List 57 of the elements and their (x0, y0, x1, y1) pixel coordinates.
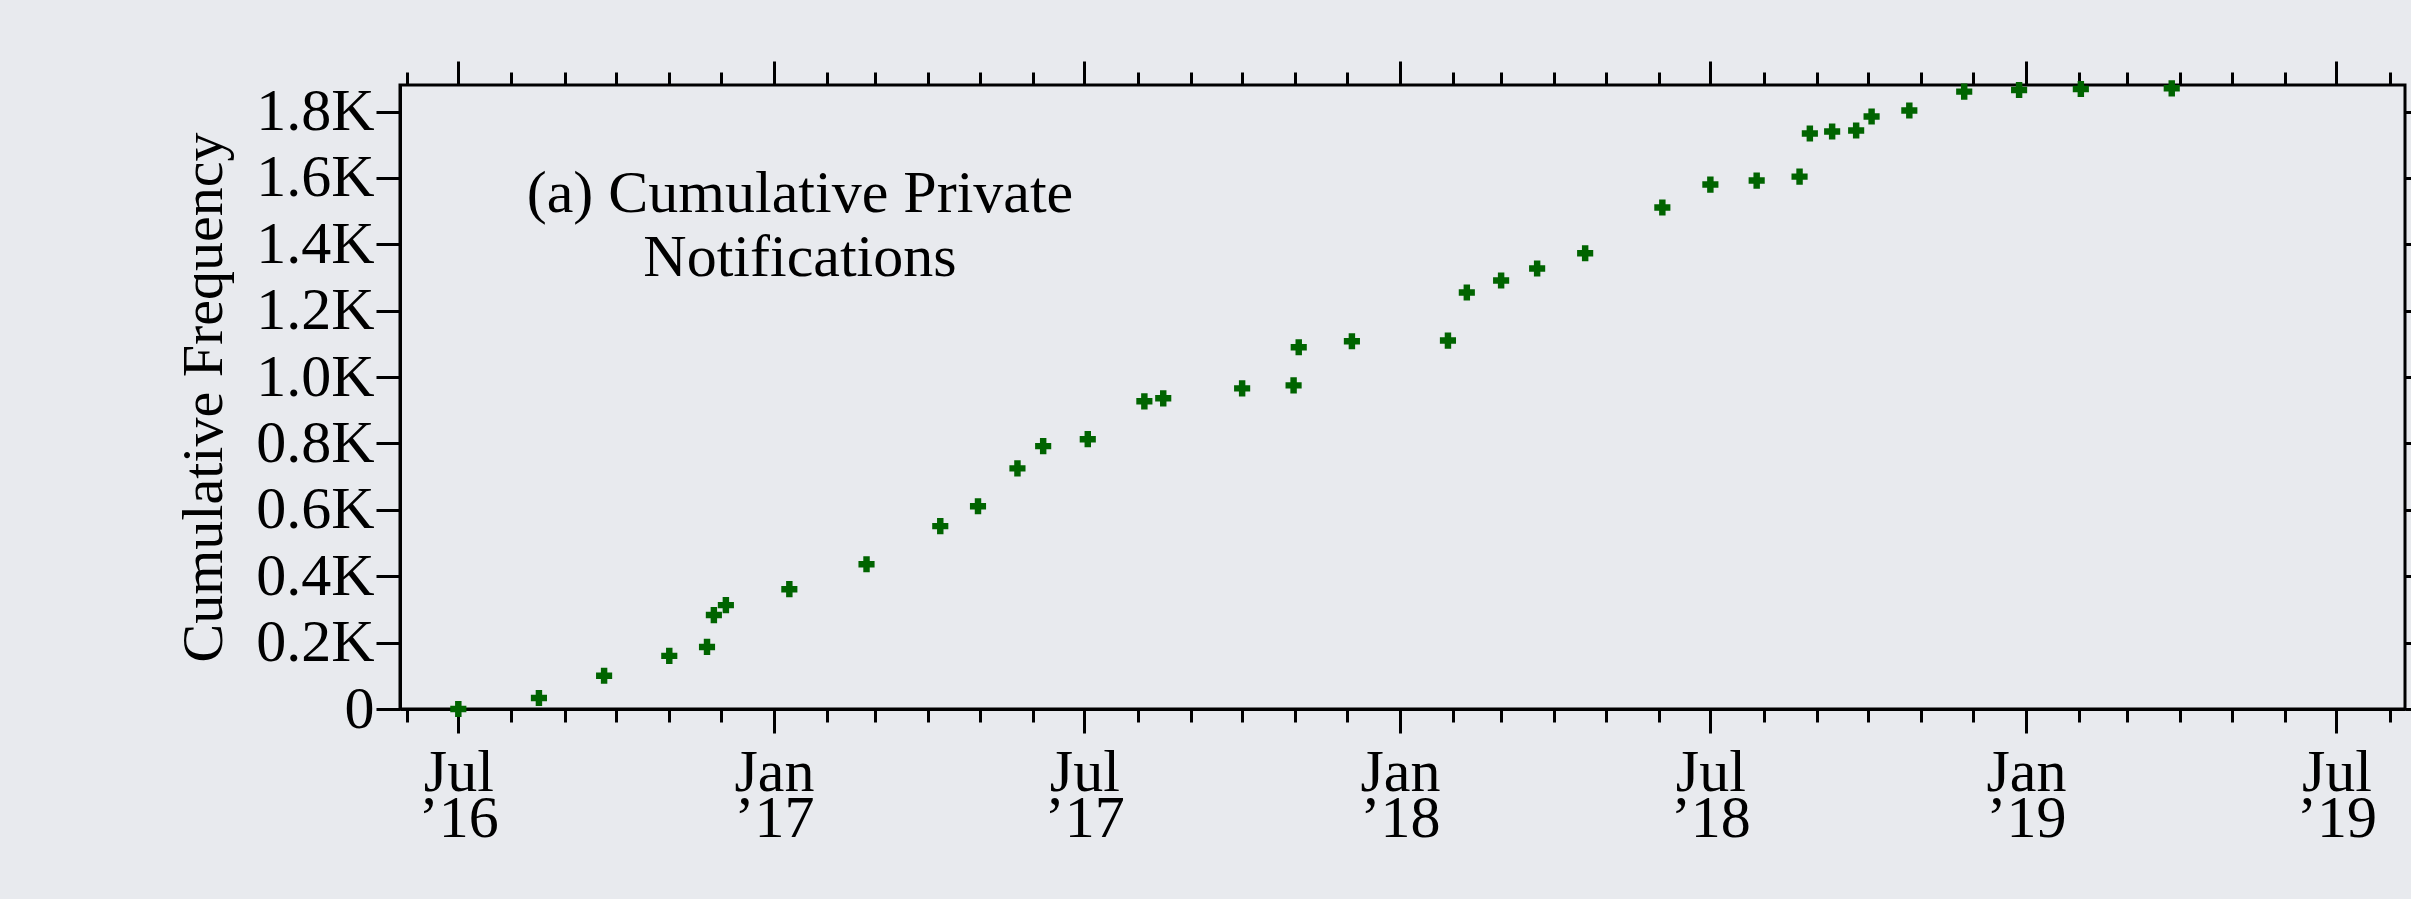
y-tick-label: 1.2K (256, 276, 375, 343)
y-tick-label: 1.0K (256, 342, 375, 409)
point (1458, 284, 1475, 301)
x-tick-label: Jul ’18 (1670, 737, 1751, 850)
point (2072, 80, 2089, 98)
point (1009, 460, 1026, 477)
y-tick-label: 1.8K (256, 77, 375, 144)
y-tick-label: 1.4K (256, 209, 375, 276)
point (1848, 122, 1865, 139)
point (1343, 333, 1360, 350)
point (1285, 377, 1302, 394)
point (1791, 168, 1808, 185)
y-tick-label: 1.6K (256, 143, 375, 210)
y-tick-label: 0.8K (256, 408, 375, 475)
y-axis-title: Cumulative Frequency (170, 132, 236, 663)
text: (a) Cumulative Private Notifications (526, 159, 1074, 289)
point (1155, 390, 1172, 407)
point (1863, 108, 1880, 125)
y-tick-label: 0.4K (256, 541, 375, 608)
point (1529, 260, 1546, 277)
point (530, 689, 547, 707)
point (1493, 272, 1510, 289)
point (1079, 431, 1096, 448)
point (1956, 83, 1973, 100)
point (1654, 199, 1671, 216)
point (698, 638, 716, 655)
point (1136, 393, 1153, 410)
point (1234, 380, 1251, 397)
point (969, 498, 987, 515)
x-tick-label: Jul ’16 (418, 737, 499, 850)
point (1748, 172, 1765, 189)
x-tick-label: Jan ’17 (734, 737, 815, 850)
x-tick-label: Jul ’19 (2296, 737, 2377, 850)
point (932, 518, 949, 535)
point (450, 700, 467, 718)
point (1824, 123, 1841, 140)
point (1901, 102, 1918, 119)
point (705, 607, 722, 624)
point (1801, 125, 1818, 142)
point (858, 556, 875, 573)
x-tick-label: Jul ’17 (1044, 737, 1125, 850)
point (661, 647, 678, 664)
point (596, 667, 613, 684)
x-tick-label: Jan ’19 (1986, 737, 2067, 850)
point (717, 597, 734, 614)
x-tick-label: Jan ’18 (1360, 737, 1441, 850)
point (1577, 245, 1594, 262)
point (1035, 438, 1052, 455)
point (1290, 339, 1307, 356)
point (2011, 81, 2028, 99)
y-tick-label: 0.6K (256, 475, 375, 542)
point (781, 581, 798, 598)
point (2163, 80, 2180, 97)
y-tick-label: 0 (344, 674, 375, 741)
point (1439, 332, 1457, 349)
point (1702, 176, 1719, 193)
y-tick-label: 0.2K (256, 608, 375, 675)
